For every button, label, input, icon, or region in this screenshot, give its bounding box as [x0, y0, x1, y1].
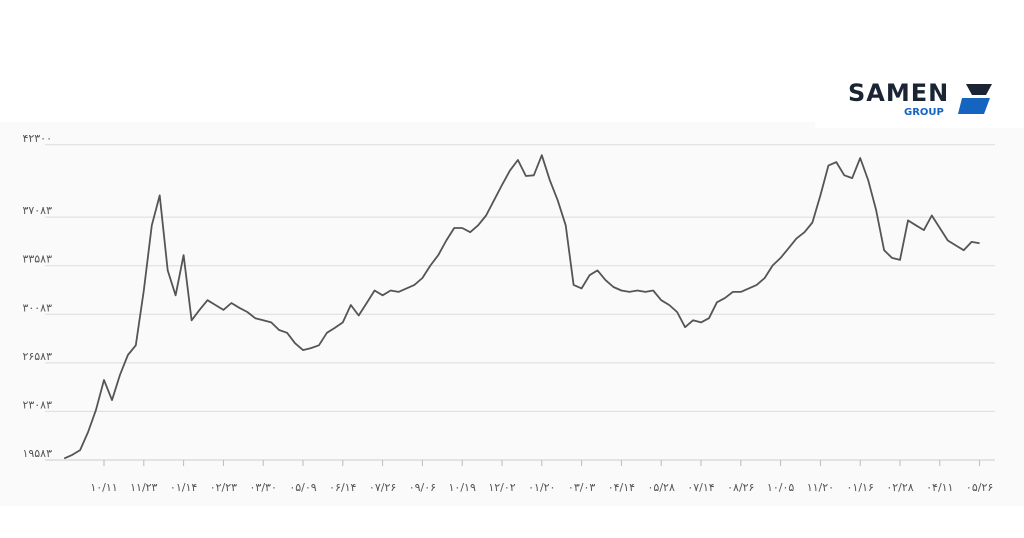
y-tick-label: ۲۶۵۸۳ [22, 350, 52, 363]
logo-sub: GROUP [904, 107, 944, 118]
x-tick-label: ۰۲/۲۳ [210, 481, 237, 494]
y-tick-label: ۱۹۵۸۳ [22, 447, 52, 460]
x-tick-label: ۰۵/۲۶ [966, 481, 993, 494]
y-tick-label: ۲۳۰۸۳ [22, 398, 52, 411]
y-tick-label: ۴۲۳۰۰ [22, 132, 52, 145]
x-tick-label: ۰۵/۲۸ [648, 481, 675, 494]
x-tick-label: ۱۰/۱۹ [449, 481, 476, 494]
y-tick-label: ۳۷۰۸۳ [22, 204, 52, 217]
x-tick-label: ۱۰/۰۵ [767, 481, 794, 494]
x-tick-label: ۰۲/۲۸ [886, 481, 913, 494]
y-tick-label: ۳۰۰۸۳ [22, 301, 52, 314]
x-tick-label: ۰۸/۲۶ [727, 481, 754, 494]
logo-name: SAMEN [848, 79, 949, 107]
x-tick-label: ۰۷/۱۴ [687, 481, 714, 494]
x-tick-label: ۱۲/۰۲ [488, 481, 515, 494]
x-tick-label: ۰۱/۱۴ [170, 481, 197, 494]
x-tick-label: ۰۹/۰۶ [409, 481, 436, 494]
x-tick-label: ۱۰/۱۱ [90, 481, 117, 494]
x-tick-label: ۰۱/۲۰ [528, 481, 555, 494]
line [63, 154, 980, 460]
x-tick-label: ۰۱/۱۶ [847, 481, 874, 494]
x-tick-label: ۰۳/۳۰ [250, 481, 277, 494]
logo-mark [958, 84, 992, 114]
x-tick-label: ۰۵/۰۹ [289, 481, 316, 494]
x-tick-label: ۰۳/۰۳ [568, 481, 595, 494]
x-tick-label: ۰۷/۲۶ [369, 481, 396, 494]
x-tick-label: ۱۱/۲۳ [130, 481, 157, 494]
x-tick-label: ۰۴/۱۱ [926, 481, 953, 494]
x-tick-label: ۰۶/۱۴ [329, 481, 356, 494]
x-tick-label: ۰۴/۱۴ [608, 481, 635, 494]
x-tick-label: ۱۱/۲۰ [807, 481, 834, 494]
y-tick-label: ۳۳۵۸۳ [22, 253, 52, 266]
